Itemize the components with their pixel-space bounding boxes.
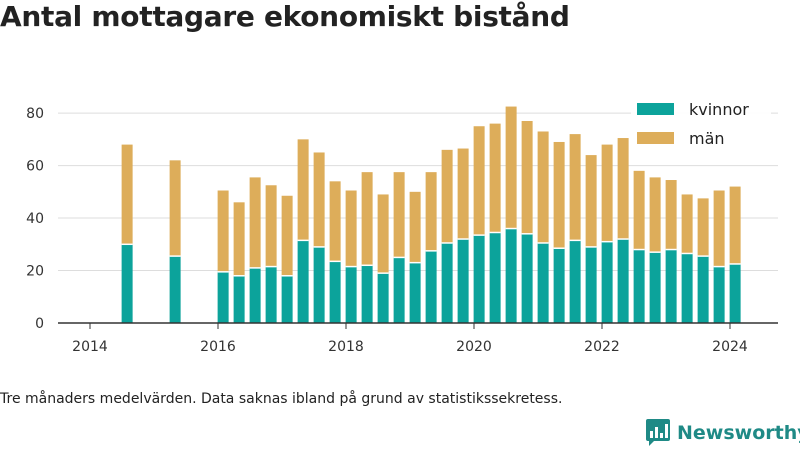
bar-man (665, 180, 677, 250)
legend-label-kvinnor: kvinnor (689, 100, 749, 119)
bar-kvinnor (281, 275, 293, 323)
x-tick-label: 2018 (328, 339, 364, 355)
bar-kvinnor (441, 242, 453, 323)
legend-label-man: män (689, 129, 725, 148)
bar-kvinnor (521, 233, 533, 323)
bar-man (729, 186, 741, 264)
x-tick-label: 2024 (712, 339, 748, 355)
bar-kvinnor (377, 273, 389, 323)
bar-kvinnor (697, 256, 709, 323)
bar-kvinnor (233, 275, 245, 323)
bar-man (681, 194, 693, 254)
bar-man (297, 139, 309, 241)
x-tick-label: 2016 (200, 339, 236, 355)
bar-man (537, 131, 549, 243)
bar-man (217, 190, 229, 272)
bar-man (409, 191, 421, 263)
newsworthy-logo-icon (646, 419, 670, 446)
bar-man (441, 149, 453, 243)
bar-kvinnor (633, 249, 645, 323)
y-tick-label: 80 (26, 106, 44, 122)
bar-man (457, 148, 469, 240)
brand-name: Newsworthy (677, 422, 800, 444)
bar-man (313, 152, 325, 247)
bar-man (329, 181, 341, 262)
bar-man (649, 177, 661, 253)
bar-kvinnor (601, 241, 613, 323)
bar-man (489, 123, 501, 233)
bar-kvinnor (649, 252, 661, 323)
bar-kvinnor (329, 261, 341, 323)
bar-kvinnor (617, 239, 629, 323)
bar-man (233, 202, 245, 276)
bar-kvinnor (489, 232, 501, 323)
bar-man (585, 155, 597, 247)
bar-man (281, 195, 293, 276)
bar-man (553, 141, 565, 249)
brand-logo: Newsworthy (645, 418, 800, 448)
bar-man (249, 177, 261, 268)
bar-man (569, 134, 581, 241)
bar-man (633, 170, 645, 250)
bar-kvinnor (665, 249, 677, 323)
bar-man (473, 126, 485, 236)
bar-man (345, 190, 357, 267)
footnote: Tre månaders medelvärden. Data saknas ib… (0, 391, 563, 407)
bar-kvinnor (393, 257, 405, 323)
bar-kvinnor (569, 240, 581, 323)
bar-kvinnor (457, 239, 469, 323)
bar-kvinnor (297, 240, 309, 323)
bar-kvinnor (345, 266, 357, 323)
bar-kvinnor (409, 262, 421, 323)
bar-man (521, 120, 533, 234)
bar-man (601, 144, 613, 242)
bar-kvinnor (505, 228, 517, 323)
x-tick-label: 2022 (584, 339, 620, 355)
axes: 0 20 40 60 80 2014 2016 2018 2020 2022 2024 (26, 106, 778, 355)
bar-man (425, 172, 437, 251)
chart: 0 20 40 60 80 2014 2016 2018 2020 2022 2024 kvinno… (26, 96, 778, 355)
bar-kvinnor (729, 263, 741, 323)
bars (121, 106, 741, 323)
bar-kvinnor (265, 266, 277, 323)
y-tick-label: 40 (26, 211, 44, 227)
bar-man (505, 106, 517, 229)
bar-man (169, 160, 181, 257)
bar-kvinnor (537, 242, 549, 323)
x-tick-label: 2020 (456, 339, 492, 355)
bar-man (713, 190, 725, 267)
bar-kvinnor (361, 265, 373, 323)
bar-kvinnor (121, 244, 133, 323)
legend: kvinnor män (631, 96, 771, 153)
bar-kvinnor (553, 248, 565, 323)
legend-swatch-man (637, 132, 674, 144)
bar-man (393, 172, 405, 258)
bar-kvinnor (585, 246, 597, 323)
bar-kvinnor (169, 256, 181, 323)
chart-title: Antal mottagare ekonomiskt bistånd (0, 0, 570, 33)
bar-kvinnor (249, 267, 261, 323)
bar-man (265, 185, 277, 267)
y-tick-label: 0 (35, 316, 44, 332)
bar-kvinnor (681, 253, 693, 323)
y-tick-label: 60 (26, 159, 44, 175)
bar-kvinnor (425, 250, 437, 323)
bar-man (361, 172, 373, 266)
bar-man (697, 198, 709, 257)
legend-swatch-kvinnor (637, 103, 674, 115)
bar-man (617, 138, 629, 240)
bar-kvinnor (217, 271, 229, 323)
bar-man (121, 144, 133, 245)
x-tick-label: 2014 (72, 339, 108, 355)
bar-kvinnor (313, 246, 325, 323)
bar-kvinnor (713, 266, 725, 323)
bar-kvinnor (473, 235, 485, 323)
y-tick-label: 20 (26, 264, 44, 280)
bar-man (377, 194, 389, 274)
